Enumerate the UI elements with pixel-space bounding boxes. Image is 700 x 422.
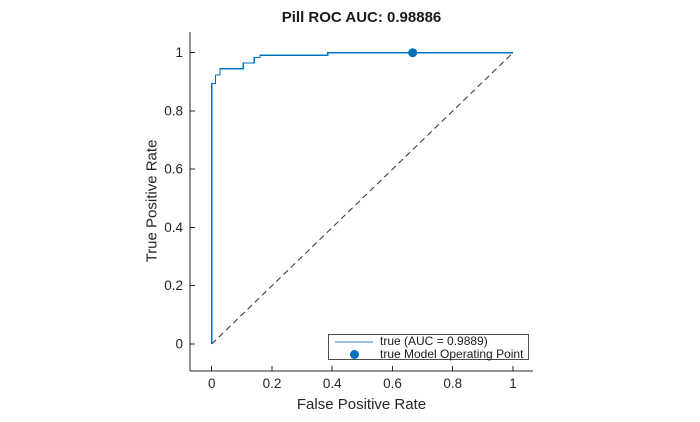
x-tick-label: 0.2 bbox=[263, 376, 282, 391]
x-tick-label: 0.8 bbox=[443, 376, 462, 391]
legend-item-operating-point: true Model Operating Point bbox=[329, 348, 528, 361]
roc-line-sample-icon bbox=[335, 340, 373, 343]
y-tick-label: 0.4 bbox=[164, 220, 183, 235]
y-tick-label: 0.2 bbox=[164, 278, 183, 293]
x-tick-label: 0.4 bbox=[323, 376, 342, 391]
legend-item-roc-curve: true (AUC = 0.9889) bbox=[329, 335, 528, 348]
y-tick-label: 0.8 bbox=[164, 103, 183, 118]
chart-title: Pill ROC AUC: 0.98886 bbox=[281, 9, 442, 26]
legend-label-roc-curve: true (AUC = 0.9889) bbox=[380, 334, 488, 348]
x-tick-label: 0 bbox=[208, 376, 216, 391]
roc-curve bbox=[211, 52, 513, 344]
y-tick-label: 0.6 bbox=[164, 162, 183, 177]
operating-point-marker-icon bbox=[335, 350, 373, 359]
x-tick-label: 0.6 bbox=[383, 376, 402, 391]
y-tick-label: 1 bbox=[175, 45, 183, 60]
y-tick-label: 0 bbox=[175, 337, 183, 352]
y-axis-label: True Positive Rate bbox=[143, 139, 161, 263]
x-axis-label: False Positive Rate bbox=[296, 396, 427, 413]
random-classifier-line bbox=[211, 52, 514, 345]
legend-label-operating-point: true Model Operating Point bbox=[380, 347, 524, 361]
x-tick-label: 1 bbox=[509, 376, 517, 391]
operating-point-marker bbox=[408, 48, 418, 58]
legend: true (AUC = 0.9889) true Model Operating… bbox=[328, 334, 529, 361]
